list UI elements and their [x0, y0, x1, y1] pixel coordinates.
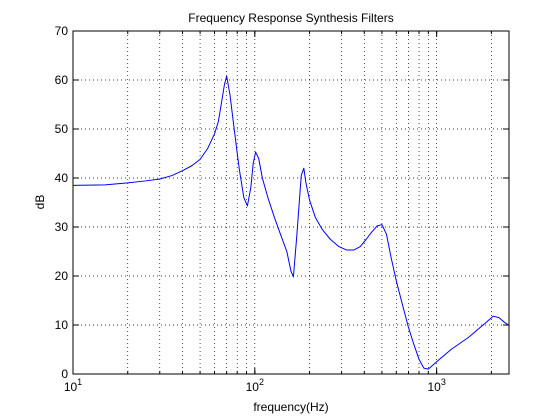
y-tick-label: 70: [55, 24, 69, 38]
data-layer: [72, 75, 510, 370]
x-axis-title: frequency(Hz): [253, 400, 328, 414]
y-tick-label: 20: [55, 269, 69, 283]
x-tick-label: 103: [427, 377, 445, 394]
y-tick-label: 50: [55, 122, 69, 136]
grid: [73, 31, 509, 374]
x-tick-label: 101: [64, 377, 82, 394]
y-tick-label: 10: [55, 318, 69, 332]
chart-title: Frequency Response Synthesis Filters: [188, 11, 393, 25]
series-line: [72, 75, 510, 370]
y-tick-label: 30: [55, 220, 69, 234]
x-tick-label: 102: [246, 377, 264, 394]
y-axis-title: dB: [33, 195, 47, 210]
y-tick-label: 60: [55, 73, 69, 87]
ticks: 101 102 103 0 10 20 30 40 50 60 70: [55, 24, 509, 394]
y-tick-label: 40: [55, 171, 69, 185]
axes-box: [72, 30, 510, 375]
plot-area: [73, 31, 509, 374]
y-tick-label: 0: [61, 367, 68, 381]
